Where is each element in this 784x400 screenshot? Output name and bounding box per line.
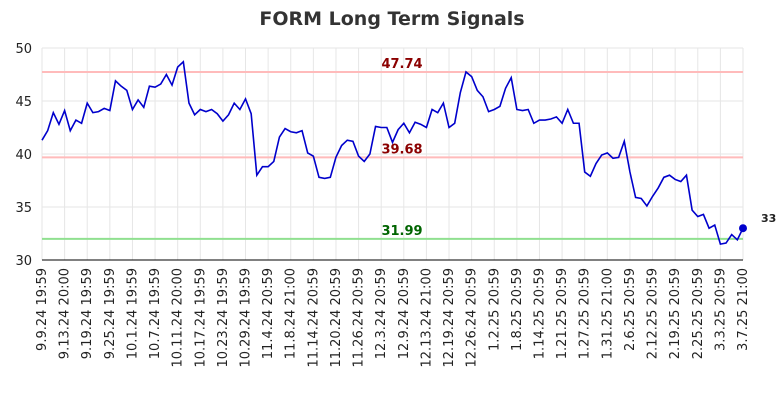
x-tick-label: 11.20.24 20:59: [329, 268, 344, 368]
y-tick-label: 35: [15, 201, 32, 216]
x-tick-label: 12.3.24 20:59: [374, 268, 389, 359]
last-point: [739, 224, 747, 233]
x-tick-label: 9.19.24 19:59: [80, 268, 95, 359]
x-tick-label: 10.29.24 19:59: [239, 268, 254, 368]
x-tick-label: 1.8.25 20:59: [510, 268, 525, 351]
x-tick-label: 1.27.25 20:59: [578, 268, 593, 359]
signal-label: 39.68: [381, 142, 422, 157]
x-tick-label: 10.23.24 19:59: [216, 268, 231, 368]
x-tick-label: 10.17.24 19:59: [193, 268, 208, 368]
x-tick-label: 11.8.24 21:00: [284, 268, 299, 359]
x-tick-label: 11.14.24 20:59: [306, 268, 321, 368]
x-tick-label: 9.25.24 19:59: [103, 268, 118, 359]
x-tick-label: 2.12.25 20:59: [646, 268, 661, 359]
y-tick-label: 40: [15, 148, 32, 163]
x-tick-label: 3.3.25 20:59: [713, 268, 728, 351]
y-tick-label: 30: [15, 254, 32, 269]
signal-label: 47.74: [381, 57, 422, 72]
x-tick-label: 10.11.24 20:00: [171, 268, 186, 368]
last-value-label: 33: [761, 212, 776, 225]
series-line: [41, 60, 744, 246]
x-tick-label: 3.7.25 21:00: [736, 268, 751, 351]
x-tick-label: 1.14.25 20:59: [532, 268, 547, 359]
x-tick-label: 11.26.24 20:59: [352, 268, 367, 368]
x-tick-label: 12.26.24 20:59: [465, 268, 480, 368]
y-tick-label: 45: [15, 95, 32, 110]
x-tick-label: 12.19.24 20:59: [442, 268, 457, 368]
x-tick-label: 10.7.24 19:59: [148, 268, 163, 359]
x-tick-label: 12.13.24 21:00: [419, 268, 434, 368]
x-tick-label: 10.1.24 19:59: [125, 268, 140, 359]
x-tick-label: 1.2.25 20:59: [487, 268, 502, 351]
x-tick-label: 9.9.24 19:59: [35, 268, 50, 351]
x-tick-label: 12.9.24 20:59: [397, 268, 412, 359]
x-tick-label: 1.21.25 20:59: [555, 268, 570, 359]
x-tick-label: 2.6.25 20:59: [623, 268, 638, 351]
signal-label: 31.99: [381, 224, 422, 239]
chart-title: FORM Long Term Signals: [259, 8, 524, 30]
x-tick-label: 9.13.24 20:00: [58, 268, 73, 359]
y-tick-label: 50: [15, 42, 32, 57]
x-tick-label: 1.31.25 21:00: [600, 268, 615, 359]
x-tick-label: 2.25.25 20:59: [691, 268, 706, 359]
x-tick-label: 2.19.25 20:59: [668, 268, 683, 359]
x-tick-label: 11.4.24 20:59: [261, 268, 276, 359]
